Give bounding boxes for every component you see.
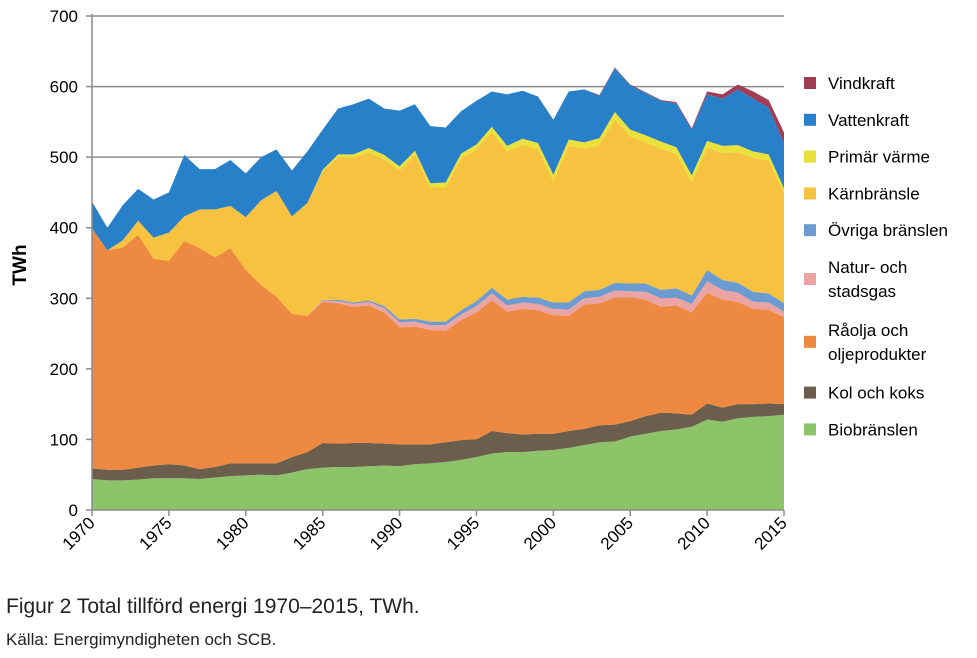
- legend-label: Vindkraft: [828, 74, 895, 93]
- y-tick-label: 300: [50, 289, 78, 308]
- legend-item: Biobränslen: [804, 420, 918, 439]
- legend-label: Kärnbränsle: [828, 184, 920, 203]
- axes: [91, 14, 784, 511]
- y-tick-label: 0: [69, 501, 78, 520]
- x-tick-label: 1975: [136, 513, 176, 553]
- legend-swatch: [804, 150, 816, 163]
- y-tick-label: 100: [50, 430, 78, 449]
- x-axis-ticks: 1970 1975 1980 1985 1990 1995 2000 2005 2010 2015: [59, 510, 791, 554]
- legend: Vindkraft Vattenkraft Primär värme Kärnbrän…: [804, 74, 948, 439]
- legend-item: Vindkraft: [804, 74, 895, 93]
- legend-item: Natur- och stadsgas: [804, 258, 907, 301]
- y-tick-label: 600: [50, 78, 78, 97]
- x-tick-label: 2015: [751, 513, 791, 553]
- legend-swatch: [804, 423, 816, 436]
- source-caption: Källa: Energimyndigheten och SCB.: [6, 630, 277, 649]
- legend-item: Vattenkraft: [804, 111, 909, 130]
- legend-item: Kärnbränsle: [804, 184, 920, 203]
- legend-label: Råolja och: [828, 321, 908, 340]
- series-area-karnbransle: [92, 119, 784, 322]
- y-axis-ticks: 0 100 200 300 400 500 600 700: [50, 7, 92, 520]
- series-area-vattenkraft: [92, 68, 784, 251]
- legend-label: Primär värme: [828, 148, 930, 167]
- legend-label: Vattenkraft: [828, 111, 909, 130]
- series-area-kol-och-koks: [92, 403, 784, 481]
- series-area-raolja-och-oljeprodukter: [92, 228, 784, 470]
- x-tick-label: 1970: [59, 513, 99, 553]
- legend-item: Primär värme: [804, 148, 930, 167]
- legend-item: Råolja och oljeprodukter: [804, 321, 927, 364]
- x-tick-label: 1995: [443, 513, 483, 553]
- x-tick-label: 1990: [366, 513, 406, 553]
- legend-swatch: [804, 187, 816, 200]
- legend-label: Övriga bränslen: [828, 221, 948, 240]
- legend-label: Natur- och: [828, 258, 907, 277]
- legend-item: Kol och koks: [804, 384, 924, 403]
- y-tick-label: 200: [50, 360, 78, 379]
- series-area-biobranslen: [92, 414, 784, 510]
- legend-label: stadsgas: [828, 282, 896, 301]
- x-tick-label: 2005: [597, 513, 637, 553]
- y-axis-title: TWh: [10, 244, 31, 285]
- stacked-areas: [92, 67, 784, 510]
- y-tick-label: 700: [50, 7, 78, 26]
- x-tick-label: 2010: [674, 513, 714, 553]
- legend-swatch: [804, 335, 816, 348]
- legend-label: oljeprodukter: [828, 345, 927, 364]
- x-tick-label: 1980: [212, 513, 252, 553]
- x-tick-label: 2000: [520, 513, 560, 553]
- legend-swatch: [804, 113, 816, 126]
- legend-swatch: [804, 77, 816, 89]
- legend-swatch: [804, 273, 816, 285]
- legend-label: Kol och koks: [828, 384, 924, 403]
- x-tick-label: 1985: [289, 513, 329, 553]
- figure-caption: Figur 2 Total tillförd energi 1970–2015,…: [6, 595, 420, 618]
- legend-label: Biobränslen: [828, 420, 918, 439]
- legend-swatch: [804, 386, 816, 399]
- y-tick-label: 400: [50, 219, 78, 238]
- legend-item: Övriga bränslen: [804, 221, 948, 240]
- y-tick-label: 500: [50, 148, 78, 167]
- legend-swatch: [804, 224, 816, 237]
